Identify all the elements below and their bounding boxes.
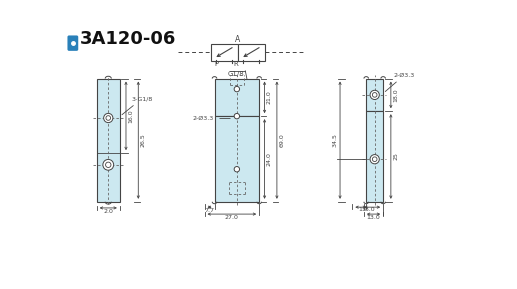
Circle shape (103, 160, 114, 170)
Text: 13.0: 13.0 (367, 215, 381, 220)
FancyBboxPatch shape (67, 36, 78, 51)
Circle shape (370, 155, 379, 164)
Bar (238, 44, 265, 61)
Circle shape (370, 90, 379, 99)
Text: 18.0: 18.0 (393, 88, 398, 102)
Circle shape (234, 114, 239, 119)
Text: 25: 25 (393, 153, 398, 160)
Circle shape (234, 86, 239, 92)
Bar (97, 79, 120, 202)
Circle shape (234, 166, 239, 172)
Text: 2.0: 2.0 (103, 209, 113, 214)
Text: 16.0: 16.0 (128, 109, 133, 123)
Text: 18.0: 18.0 (361, 207, 375, 212)
Circle shape (103, 113, 113, 123)
Text: 3A120-06: 3A120-06 (80, 30, 176, 48)
Text: 1: 1 (358, 207, 362, 212)
Bar (215, 116, 259, 202)
Text: 2-Ø3.3: 2-Ø3.3 (193, 116, 230, 121)
Text: 7.7: 7.7 (205, 208, 215, 213)
Text: 27.0: 27.0 (225, 215, 239, 220)
Bar (366, 79, 383, 111)
Text: P: P (214, 61, 218, 67)
Text: 3-G1/8: 3-G1/8 (122, 96, 153, 115)
Text: R: R (233, 61, 238, 67)
Bar (366, 111, 383, 202)
Bar (215, 79, 259, 116)
Text: 69.0: 69.0 (279, 133, 284, 147)
Text: G1/8: G1/8 (227, 71, 245, 77)
Text: 34.5: 34.5 (332, 133, 337, 147)
Bar (211, 44, 238, 61)
Text: 26.5: 26.5 (141, 133, 146, 147)
Text: 2-Ø3.3: 2-Ø3.3 (385, 73, 415, 92)
Text: 24.0: 24.0 (267, 152, 272, 166)
Text: 21.0: 21.0 (267, 90, 272, 104)
Text: A: A (235, 35, 240, 44)
